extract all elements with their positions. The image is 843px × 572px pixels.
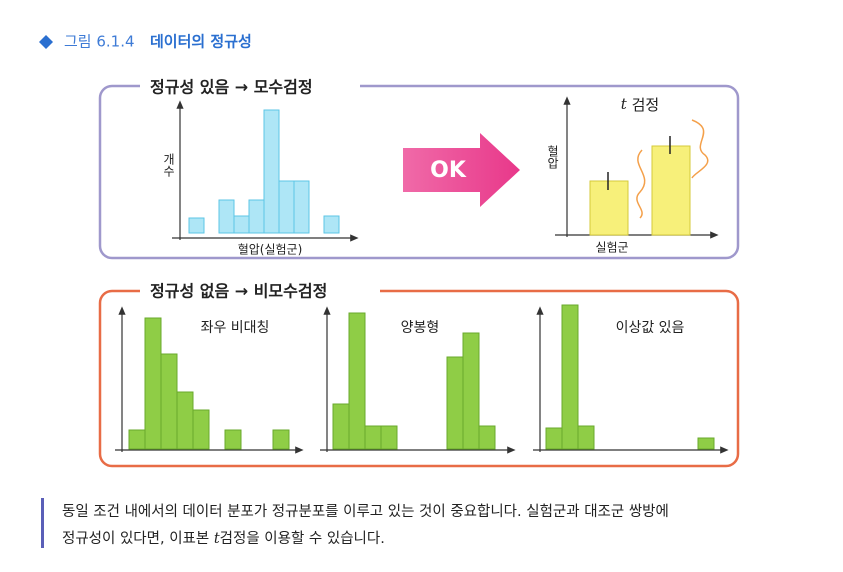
bullet	[39, 35, 53, 49]
test-title: t 검정	[621, 95, 659, 114]
paragraph-line: 정규성이 있다면, 이표본 t검정을 이용할 수 있습니다.	[62, 530, 385, 547]
curve	[691, 119, 709, 179]
y-label: 개수	[162, 153, 176, 177]
nonparametric-box	[98, 289, 740, 468]
panel	[115, 306, 304, 454]
panel-label: 양봉형	[401, 320, 440, 336]
title-bg	[140, 280, 380, 302]
title-bg	[140, 76, 360, 98]
figure-number: 그림 6.1.4	[64, 33, 135, 51]
histogram	[188, 109, 340, 234]
curve	[636, 149, 646, 219]
panel-label: 이상값 있음	[616, 320, 685, 336]
panel	[533, 304, 729, 454]
arrow-label: OK	[430, 158, 467, 183]
bar	[589, 180, 629, 236]
parametric-title: 정규성 있음 → 모수검정	[150, 78, 313, 97]
ok-arrow	[403, 133, 520, 207]
x-label: 혈압(실험군)	[238, 243, 303, 257]
figure-title: 데이터의 정규성	[150, 33, 252, 51]
quote-bar	[41, 498, 44, 548]
panel-label: 좌우 비대칭	[201, 320, 270, 336]
bar	[651, 145, 691, 236]
parametric-box	[98, 84, 740, 260]
y-label: 혈압	[546, 145, 560, 169]
x-label: 실험군	[595, 241, 628, 255]
paragraph-line: 동일 조건 내에서의 데이터 분포가 정규분포를 이루고 있는 것이 중요합니다…	[62, 503, 669, 520]
nonparametric-title: 정규성 없음 → 비모수검정	[150, 282, 327, 301]
panel	[320, 306, 516, 454]
